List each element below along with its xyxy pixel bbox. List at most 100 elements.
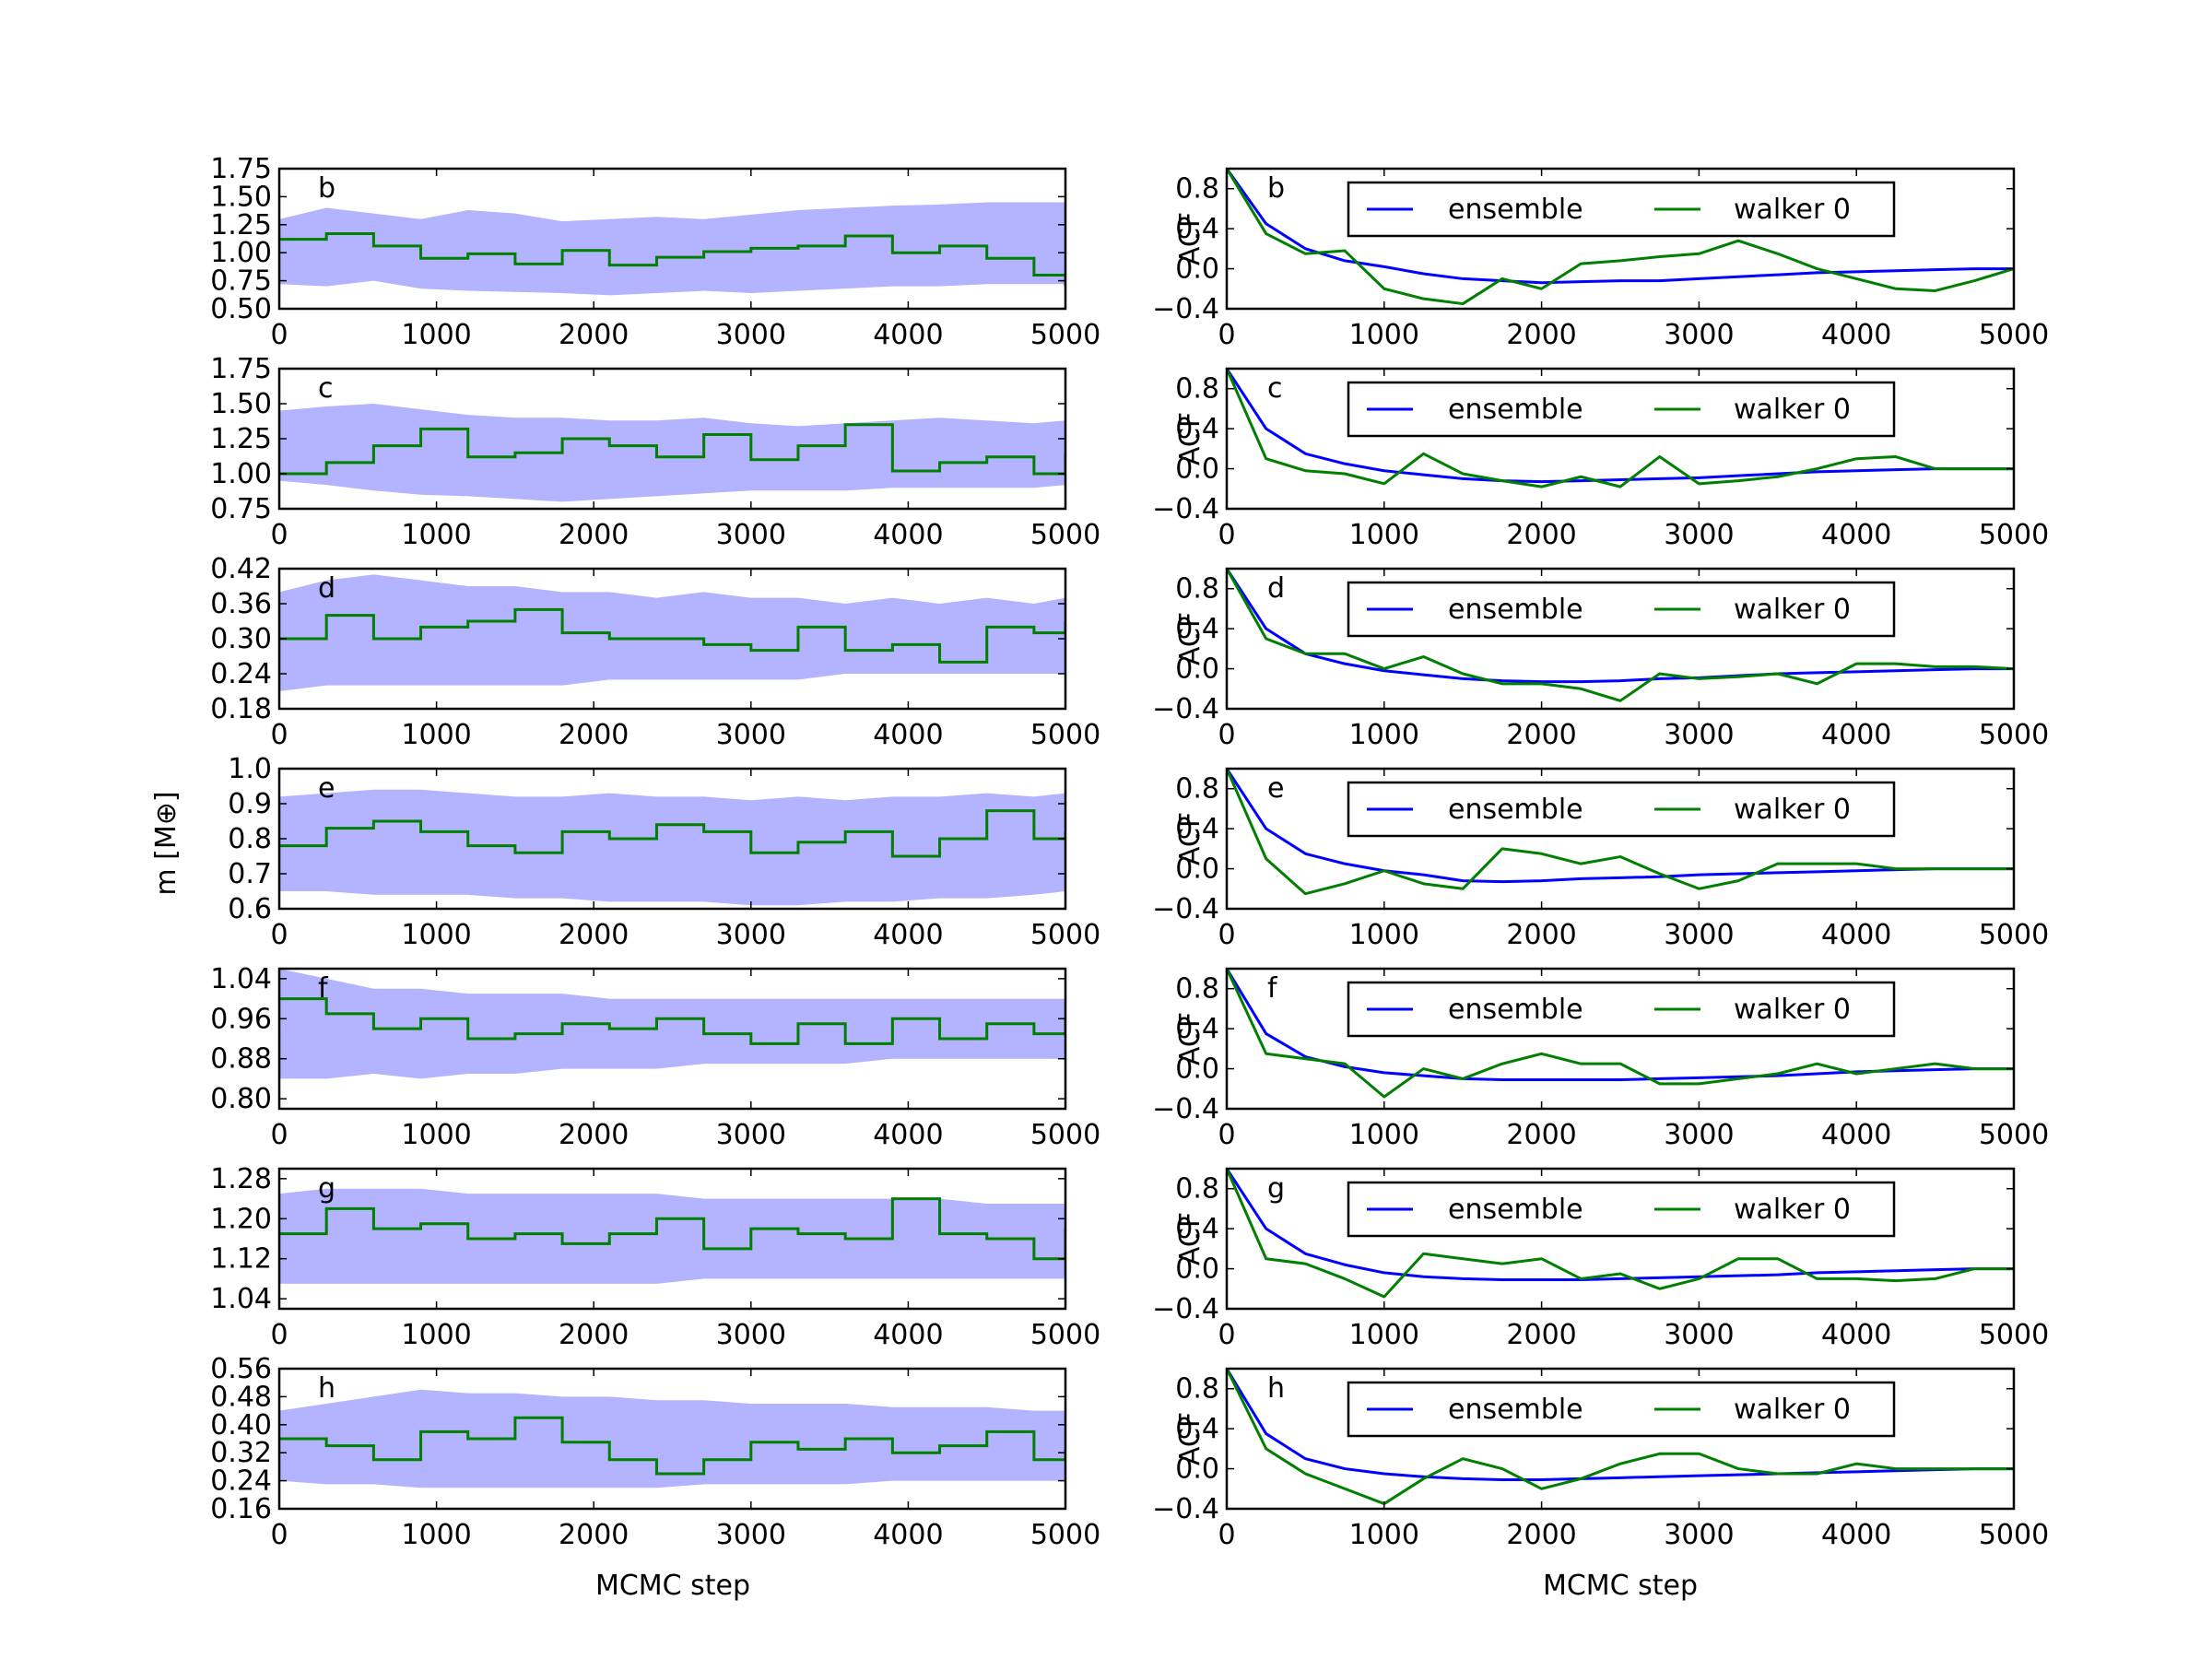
legend-walker-label: walker 0 bbox=[1734, 794, 1851, 826]
panel-label: h bbox=[318, 1372, 335, 1405]
legend-ensemble-label: ensemble bbox=[1448, 594, 1583, 626]
acf-axis-label: ACF bbox=[1174, 212, 1206, 265]
y-tick-label: 1.00 bbox=[210, 458, 272, 490]
y-tick-label: 0.6 bbox=[228, 893, 272, 925]
plot-area bbox=[1227, 769, 2014, 896]
ensemble-band bbox=[279, 1389, 1065, 1488]
y-tick-label: 0.8 bbox=[1175, 973, 1219, 1006]
y-tick-label: 0.8 bbox=[1175, 373, 1219, 406]
x-tick-label: 3000 bbox=[716, 519, 786, 551]
legend-ensemble-label: ensemble bbox=[1448, 1394, 1583, 1426]
plot-area bbox=[279, 1188, 1065, 1284]
x-tick-label: 1000 bbox=[1349, 1519, 1419, 1551]
legend-walker-label: walker 0 bbox=[1734, 594, 1851, 626]
acf-x-axis-label: MCMC step bbox=[1543, 1570, 1698, 1602]
x-tick-label: 5000 bbox=[1030, 519, 1100, 551]
acf-panel-b: ensemble walker 0 ACF b 0 1000 2000 3000 4000 500… bbox=[1152, 167, 2049, 351]
x-tick-label: 1000 bbox=[401, 1119, 471, 1151]
x-tick-label: 4000 bbox=[873, 719, 943, 751]
y-tick-label: −0.4 bbox=[1152, 493, 1219, 525]
walker-trace-line bbox=[279, 423, 1065, 476]
x-tick-label: 4000 bbox=[873, 1319, 943, 1351]
x-tick-label: 1000 bbox=[1349, 919, 1419, 951]
acf-axis-label: ACF bbox=[1174, 412, 1206, 465]
y-tick-label: 0.0 bbox=[1175, 653, 1219, 686]
x-tick-label: 2000 bbox=[1506, 719, 1576, 751]
legend: ensemble walker 0 bbox=[1347, 1181, 1896, 1238]
x-tick-label: 4000 bbox=[873, 1519, 943, 1551]
y-tick-label: −0.4 bbox=[1152, 693, 1219, 725]
acf-panel-f: ensemble walker 0 ACF f 0 1000 2000 3000 4000 500… bbox=[1152, 967, 2049, 1151]
plot-area bbox=[279, 789, 1065, 906]
panel-label: e bbox=[318, 772, 335, 805]
plot-area bbox=[279, 574, 1065, 691]
axes-frame bbox=[1225, 167, 2016, 311]
x-tick-label: 2000 bbox=[1506, 519, 1576, 551]
walker-trace-line bbox=[279, 607, 1065, 664]
x-tick-label: 4000 bbox=[1821, 919, 1891, 951]
x-tick-label: 2000 bbox=[1506, 919, 1576, 951]
x-tick-label: 4000 bbox=[873, 519, 943, 551]
x-tick-label: 3000 bbox=[1664, 1319, 1734, 1351]
y-tick-label: 1.0 bbox=[228, 753, 272, 785]
trace-panel-f: f 0 1000 2000 3000 4000 5000 0.80 0.88 0.96 1.04 bbox=[210, 963, 1100, 1151]
x-tick-label: 0 bbox=[1218, 319, 1235, 351]
y-tick-label: 0.4 bbox=[1175, 813, 1219, 845]
x-tick-label: 3000 bbox=[716, 719, 786, 751]
y-tick-label: 0.75 bbox=[210, 493, 272, 525]
x-tick-label: 1000 bbox=[401, 719, 471, 751]
walker-trace-line bbox=[279, 1416, 1065, 1476]
x-tick-label: 3000 bbox=[1664, 519, 1734, 551]
y-tick-label: 0.0 bbox=[1175, 253, 1219, 286]
panel-label: e bbox=[1267, 772, 1284, 805]
x-tick-label: 1000 bbox=[1349, 1119, 1419, 1151]
walker-acf-line bbox=[1227, 1369, 2014, 1506]
y-tick-label: 0.4 bbox=[1175, 1413, 1219, 1445]
walker-acf-line bbox=[1227, 369, 2014, 488]
x-tick-label: 1000 bbox=[1349, 319, 1419, 351]
plot-area bbox=[1227, 569, 2014, 702]
y-tick-label: 1.12 bbox=[210, 1243, 272, 1276]
y-tick-label: 1.00 bbox=[210, 237, 272, 269]
y-tick-label: 1.75 bbox=[210, 353, 272, 385]
x-tick-label: 5000 bbox=[1030, 1319, 1100, 1351]
x-tick-label: 0 bbox=[270, 719, 288, 751]
legend-ensemble-label: ensemble bbox=[1448, 794, 1583, 826]
x-tick-label: 0 bbox=[270, 519, 288, 551]
y-tick-label: 1.20 bbox=[210, 1203, 272, 1235]
panel-label: f bbox=[1267, 972, 1278, 1005]
acf-panel-c: ensemble walker 0 ACF c 0 1000 2000 3000 4000 500… bbox=[1152, 367, 2049, 551]
x-tick-label: 2000 bbox=[559, 919, 629, 951]
panel-label: f bbox=[318, 972, 329, 1005]
x-tick-label: 5000 bbox=[1030, 719, 1100, 751]
x-tick-label: 5000 bbox=[1979, 1119, 2049, 1151]
y-tick-label: 0.24 bbox=[210, 1465, 272, 1498]
y-tick-label: 0.80 bbox=[210, 1083, 272, 1115]
x-tick-label: 1000 bbox=[401, 1519, 471, 1551]
legend-box bbox=[1347, 981, 1896, 1038]
trace-x-axis-label: MCMC step bbox=[595, 1570, 750, 1602]
legend-box bbox=[1347, 181, 1896, 238]
axes-frame bbox=[277, 1367, 1067, 1511]
ensemble-acf-line bbox=[1227, 1169, 2014, 1282]
y-tick-label: −0.4 bbox=[1152, 1493, 1219, 1525]
y-tick-label: 0.8 bbox=[1175, 1373, 1219, 1406]
y-tick-label: 0.30 bbox=[210, 623, 272, 655]
y-tick-label: 0.0 bbox=[1175, 1053, 1219, 1086]
x-tick-label: 3000 bbox=[716, 319, 786, 351]
axes-frame bbox=[1225, 1167, 2016, 1311]
axes-frame bbox=[1225, 1367, 2016, 1511]
legend-ensemble-label: ensemble bbox=[1448, 1194, 1583, 1226]
x-tick-label: 4000 bbox=[1821, 1119, 1891, 1151]
plot-area bbox=[279, 404, 1065, 502]
walker-trace-line bbox=[279, 997, 1065, 1045]
panel-grid: b0 1000 2000 3000 4000 50000.500.751.001.251.… bbox=[210, 153, 2049, 1551]
x-tick-label: 5000 bbox=[1030, 919, 1100, 951]
x-tick-label: 4000 bbox=[873, 319, 943, 351]
acf-panel-h: ensemble walker 0 ACF h 0 1000 2000 3000 4000 500… bbox=[1152, 1367, 2049, 1551]
x-tick-label: 2000 bbox=[559, 519, 629, 551]
y-tick-label: 0.32 bbox=[210, 1437, 272, 1469]
x-tick-label: 3000 bbox=[716, 1119, 786, 1151]
ensemble-band bbox=[279, 969, 1065, 1079]
y-tick-label: −0.4 bbox=[1152, 893, 1219, 925]
